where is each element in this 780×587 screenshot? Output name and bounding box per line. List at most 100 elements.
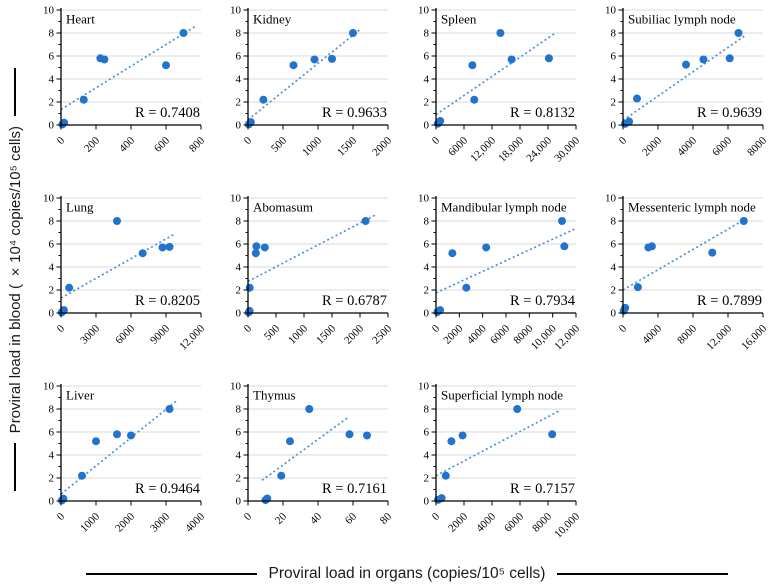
x-tick-label: 12,000	[704, 322, 734, 352]
main-column: 0 2 4 6 8 10 0 200 400 600 800 Heart R = 0.7408 0 2 4 6 8…	[30, 0, 780, 587]
y-tick-label: 8	[236, 216, 242, 228]
trend-line	[60, 232, 176, 299]
panel-title: Lung	[66, 200, 94, 215]
x-tick-label: 8000	[530, 510, 554, 534]
panel-title: Kidney	[253, 12, 292, 27]
x-tick-label: 0	[617, 134, 630, 147]
y-tick-label: 2	[48, 97, 54, 109]
y-tick-label: 8	[611, 216, 617, 228]
data-point	[648, 242, 657, 251]
panel-cell-superficial-lymph-node: 0 2 4 6 8 10 0 2000 4000 6000 8000 10,000 Superficia…	[405, 379, 593, 565]
x-tick-label: 1000	[286, 322, 310, 346]
y-tick-label: 8	[423, 216, 429, 228]
y-tick-label: 10	[43, 193, 55, 205]
y-tick-label: 6	[48, 51, 54, 63]
data-point	[126, 431, 135, 440]
x-tick-label: 0	[54, 134, 67, 147]
data-point	[112, 217, 121, 225]
x-tick-label: 2000	[441, 322, 465, 346]
y-tick-label: 4	[611, 74, 617, 86]
x-tick-label: 2000	[113, 510, 137, 534]
y-tick-label: 2	[423, 285, 429, 297]
data-point	[138, 249, 147, 258]
x-label-rule-left	[86, 573, 257, 575]
r-value-label: R = 0.6787	[322, 293, 387, 309]
panel-cell-mandibular-lymph-node: 0 2 4 6 8 10 0 2000 4000 6000 8000 10,000 12,000 Mand…	[405, 191, 593, 377]
data-point	[633, 94, 642, 103]
data-point	[245, 306, 254, 315]
y-tick-label: 2	[611, 285, 617, 297]
panel-title: Thymus	[253, 388, 296, 403]
r-value-label: R = 0.9639	[697, 105, 762, 121]
y-tick-label: 2	[236, 473, 242, 485]
data-point	[740, 217, 748, 225]
panel-cell-messenteric-lymph-node: 0 2 4 6 8 10 0 4000 8000 12,000 16,000 Messenteric …	[593, 191, 780, 377]
r-value-label: R = 0.7899	[697, 293, 762, 309]
data-point	[625, 117, 634, 126]
y-tick-label: 10	[418, 5, 430, 17]
x-tick-label: 500	[262, 322, 283, 343]
data-point	[462, 283, 471, 292]
y-tick-label: 8	[236, 28, 242, 40]
x-tick-label: 2000	[446, 510, 470, 534]
data-point	[59, 306, 68, 315]
data-point	[158, 243, 167, 252]
y-tick-label: 0	[423, 308, 429, 320]
x-tick-label: 12,000	[468, 134, 498, 164]
r-value-label: R = 0.8132	[510, 105, 575, 121]
x-tick-label: 0	[242, 322, 255, 335]
y-tick-label: 0	[236, 496, 242, 508]
x-tick-label: 9000	[148, 322, 172, 346]
r-value-label: R = 0.9633	[322, 105, 387, 121]
y-tick-label: 10	[230, 193, 242, 205]
x-tick-label: 200	[82, 134, 103, 155]
y-tick-label: 10	[43, 381, 55, 393]
y-tick-label: 4	[611, 262, 617, 274]
panel-title: Superficial lymph node	[441, 388, 563, 403]
y-tick-label: 6	[236, 427, 242, 439]
x-tick-label: 2000	[640, 134, 664, 158]
x-tick-label: 24,000	[524, 134, 554, 164]
x-axis-label-row: Proviral load in organs (copies/10⁵ cell…	[30, 565, 780, 587]
panel-cell-thymus: 0 2 4 6 8 10 0 20 40 60 80 Thymus R = 0.7161	[218, 379, 406, 565]
data-point	[458, 431, 467, 440]
x-tick-label: 10,000	[529, 322, 559, 352]
y-tick-label: 0	[48, 308, 54, 320]
y-tick-label: 2	[423, 97, 429, 109]
data-point	[261, 243, 270, 252]
r-value-label: R = 0.7161	[322, 481, 387, 497]
panel-cell-subiliac-lymph-node: 0 2 4 6 8 10 0 2000 4000 6000 8000 Subiliac lymph n…	[593, 3, 780, 189]
y-tick-label: 6	[611, 239, 617, 251]
x-tick-label: 12,000	[177, 322, 207, 352]
x-tick-label: 2000	[342, 322, 366, 346]
x-tick-label: 1500	[335, 134, 359, 158]
x-tick-label: 1000	[78, 510, 102, 534]
x-tick-label: 16,000	[739, 322, 769, 352]
y-tick-label: 10	[605, 5, 617, 17]
panel-title: Spleen	[441, 12, 477, 27]
trend-line	[247, 214, 376, 283]
panel-cell-abomasum: 0 2 4 6 8 10 0 500 1000 1500 2000 2500 Abomasum R = 0…	[218, 191, 406, 377]
x-tick-label: 600	[152, 134, 173, 155]
y-tick-label: 2	[48, 285, 54, 297]
data-point	[165, 405, 174, 413]
data-point	[547, 430, 556, 439]
panel-cell-spleen: 0 2 4 6 8 10 0 6000 12,000 18,000 24,000 30,000 Sple…	[405, 3, 593, 189]
y-tick-label: 2	[423, 473, 429, 485]
y-tick-label: 6	[236, 239, 242, 251]
panels-grid: 0 2 4 6 8 10 0 200 400 600 800 Heart R = 0.7408 0 2 4 6 8…	[30, 3, 780, 565]
x-tick-label: 8000	[675, 322, 699, 346]
x-tick-label: 0	[54, 510, 67, 523]
data-point	[252, 249, 261, 258]
x-tick-label: 0	[242, 134, 255, 147]
y-tick-label: 6	[423, 427, 429, 439]
data-point	[328, 54, 337, 63]
y-tick-label: 0	[48, 496, 54, 508]
data-point	[726, 54, 734, 63]
data-point	[557, 217, 566, 225]
data-point	[734, 29, 743, 37]
